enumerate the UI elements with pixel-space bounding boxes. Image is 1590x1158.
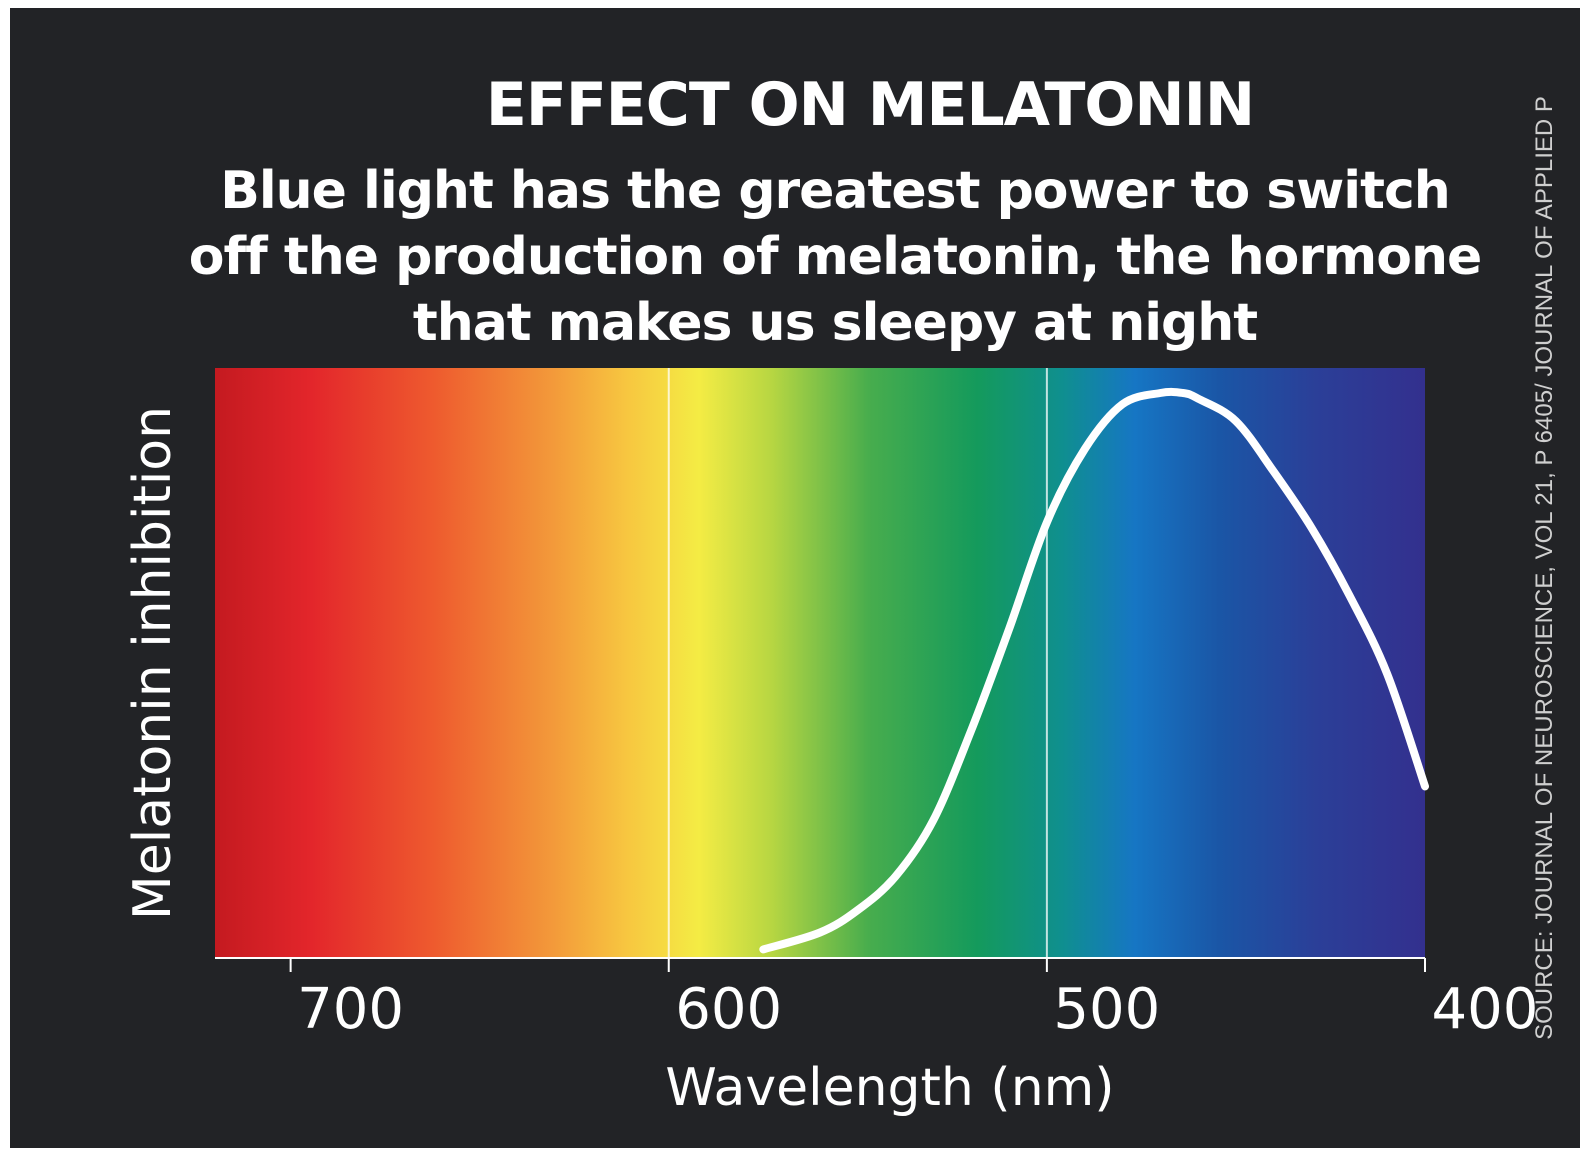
y-axis-label: Melatonin inhibition: [123, 406, 183, 920]
x-tick-label: 400: [1432, 977, 1539, 1042]
x-tick-labels: 700 600 500 400: [297, 977, 1538, 1042]
source-credit: SOURCE: JOURNAL OF NEUROSCIENCE, VOL 21,…: [1531, 96, 1558, 1040]
melatonin-curve: [759, 387, 1429, 954]
x-tick-label: 600: [675, 977, 782, 1042]
chart-subtitle: Blue light has the greatest power to swi…: [188, 161, 1482, 353]
x-tick-label: 500: [1053, 977, 1160, 1042]
chart-title: EFFECT ON MELATONIN: [485, 70, 1255, 140]
chart-svg: 700 600 500 400 Wavelength (nm) Melatonin i…: [123, 368, 1538, 1118]
x-axis-label: Wavelength (nm): [665, 1058, 1114, 1118]
chart-panel: EFFECT ON MELATONIN Blue light has the g…: [10, 8, 1580, 1148]
x-tick-label: 700: [297, 977, 404, 1042]
grid-lines: [667, 368, 1048, 958]
x-axis: [215, 957, 1426, 972]
spectrum-background: [215, 368, 1425, 958]
